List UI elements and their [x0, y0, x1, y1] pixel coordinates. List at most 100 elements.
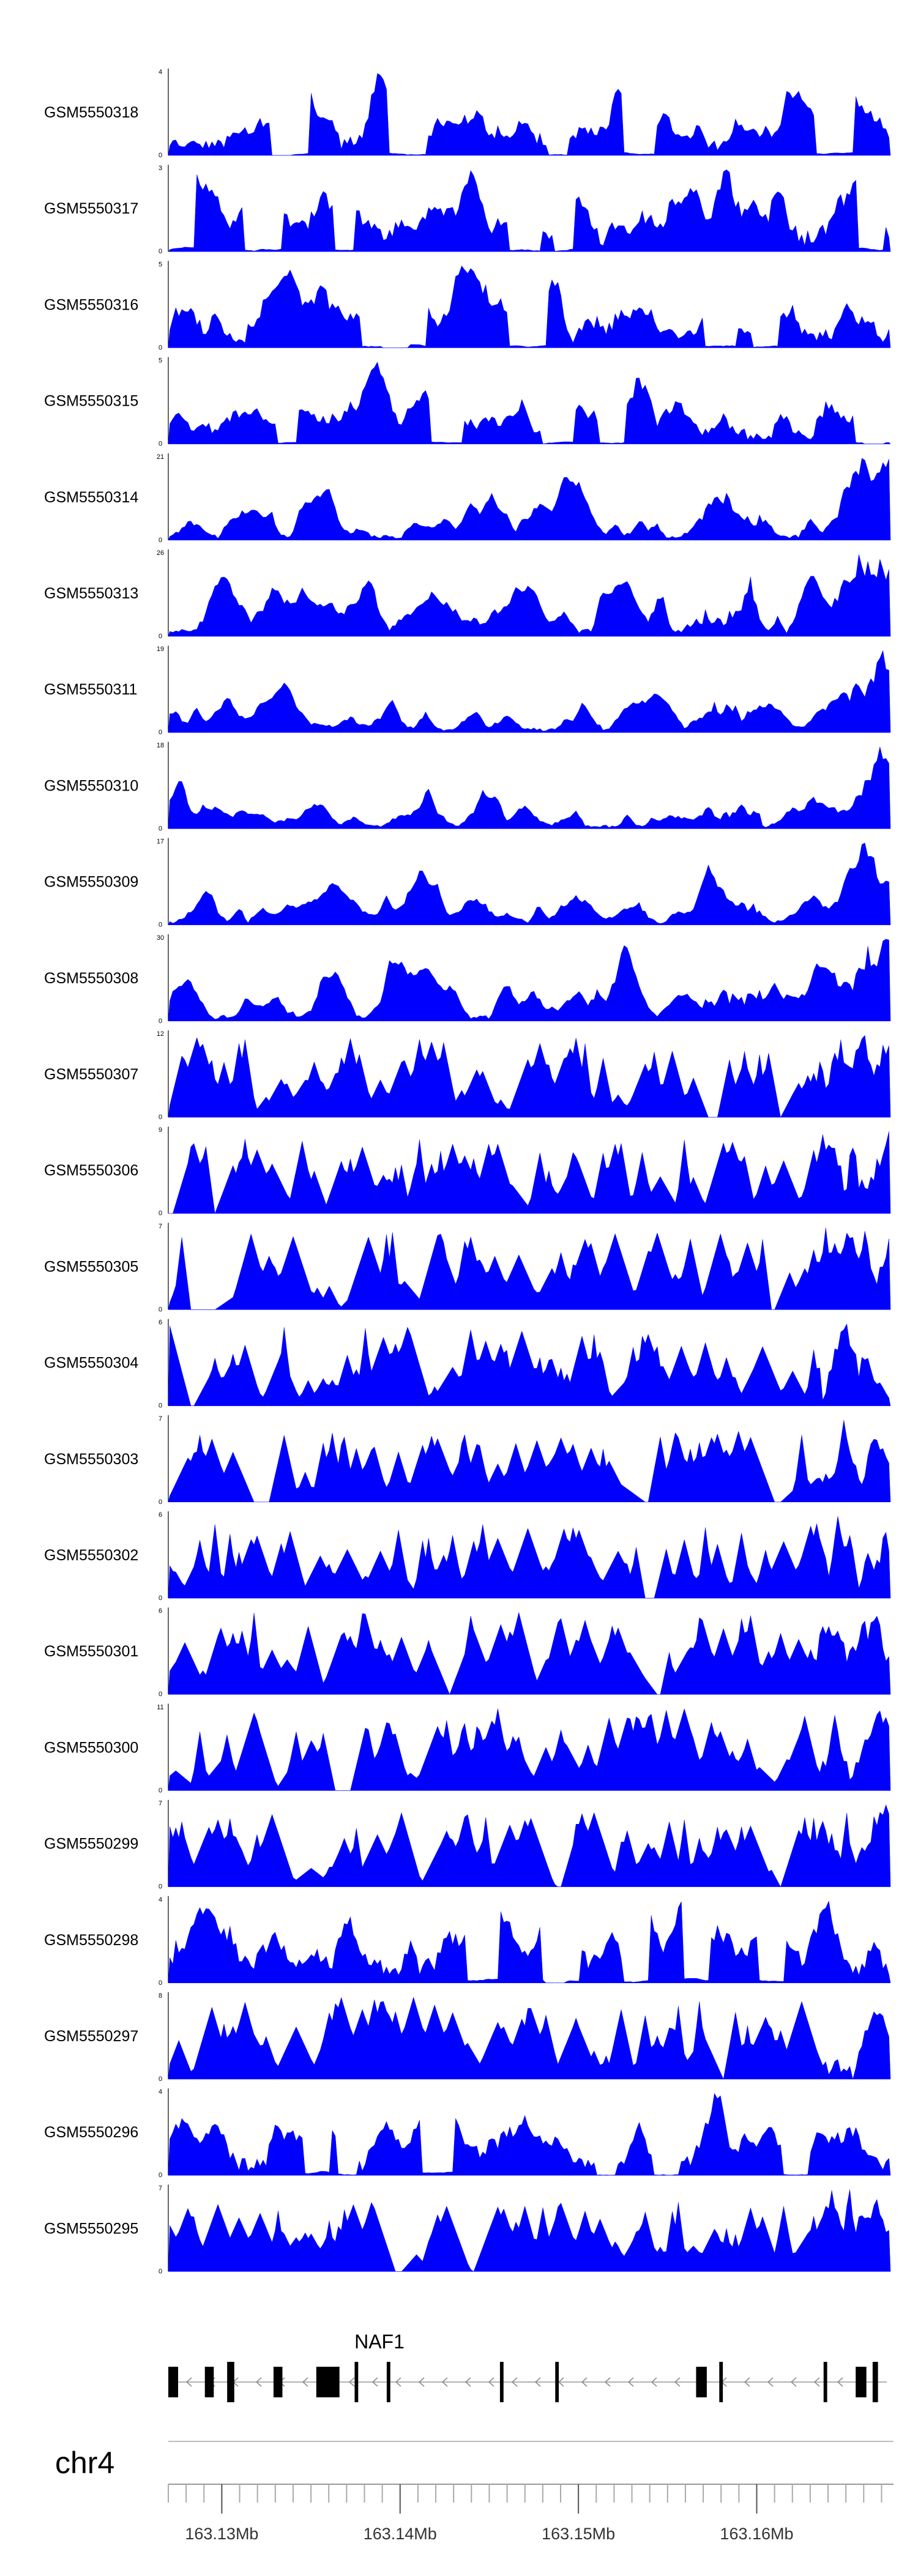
y-zero-tick-label: 0 [159, 441, 162, 448]
strand-arrow [255, 2377, 262, 2387]
coverage-area-GSM5550295 [168, 2189, 891, 2272]
strand-arrow [441, 2377, 448, 2387]
strand-arrow [604, 2377, 611, 2387]
coverage-area-GSM5550300 [168, 1708, 891, 1791]
track-label: GSM5550314 [44, 489, 138, 506]
y-max-tick-label: 7 [159, 1800, 162, 1807]
y-max-tick-label: 11 [157, 1703, 163, 1711]
y-zero-tick-label: 0 [159, 1979, 162, 1987]
coverage-area-GSM5550313 [168, 554, 891, 637]
track-label: GSM5550305 [44, 1258, 138, 1275]
exon [386, 2362, 390, 2402]
y-zero-tick-label: 0 [159, 1210, 162, 1217]
y-max-tick-label: 17 [157, 838, 164, 846]
track-label: GSM5550313 [44, 585, 138, 602]
strand-arrow [348, 2377, 355, 2387]
strand-arrow [790, 2377, 797, 2387]
y-max-tick-label: 4 [159, 2088, 162, 2096]
y-max-tick-label: 7 [159, 1223, 162, 1230]
coverage-area-GSM5550311 [168, 650, 891, 733]
coverage-area-GSM5550297 [168, 1997, 891, 2080]
coverage-area-GSM5550296 [168, 2093, 891, 2176]
track-label: GSM5550306 [44, 1162, 138, 1179]
coverage-area-GSM5550305 [168, 1227, 891, 1310]
y-max-tick-label: 5 [159, 261, 162, 268]
y-max-tick-label: 30 [157, 934, 164, 942]
track-label: GSM5550297 [44, 2028, 138, 2045]
exon [872, 2362, 878, 2402]
coverage-area-GSM5550307 [168, 1035, 891, 1118]
track-label: GSM5550298 [44, 1932, 138, 1949]
y-max-tick-label: 7 [159, 2184, 162, 2192]
track-label: GSM5550301 [44, 1643, 138, 1660]
y-zero-tick-label: 0 [159, 1787, 162, 1794]
y-max-tick-label: 7 [159, 1415, 162, 1423]
y-max-tick-label: 3 [159, 165, 162, 172]
coverage-area-GSM5550303 [168, 1420, 891, 1503]
y-max-tick-label: 6 [159, 1511, 162, 1519]
exon [204, 2367, 214, 2397]
y-zero-tick-label: 0 [159, 248, 162, 255]
y-zero-tick-label: 0 [159, 152, 162, 159]
track-label: GSM5550315 [44, 393, 138, 410]
y-max-tick-label: 4 [159, 1896, 162, 1904]
exon [499, 2362, 504, 2402]
y-max-tick-label: 4 [159, 69, 162, 76]
strand-arrow [627, 2377, 634, 2387]
genome-tick-label: 163.16Mb [720, 2525, 793, 2543]
coverage-area-GSM5550299 [168, 1804, 891, 1888]
coverage-area-GSM5550302 [168, 1516, 891, 1599]
strand-arrow [813, 2377, 820, 2387]
coverage-area-GSM5550316 [168, 265, 891, 348]
track-label: GSM5550303 [44, 1451, 138, 1468]
track-label: GSM5550304 [44, 1355, 138, 1372]
strand-arrow [488, 2377, 494, 2387]
y-max-tick-label: 18 [157, 742, 164, 749]
y-zero-tick-label: 0 [159, 2075, 162, 2083]
y-zero-tick-label: 0 [159, 1018, 162, 1025]
track-label: GSM5550302 [44, 1547, 138, 1564]
coverage-area-GSM5550298 [168, 1900, 891, 1984]
coverage-area-GSM5550317 [168, 169, 891, 252]
exon [316, 2367, 340, 2397]
coverage-area-GSM5550314 [168, 458, 891, 541]
strand-arrow [651, 2377, 657, 2387]
y-zero-tick-label: 0 [159, 825, 162, 832]
y-zero-tick-label: 0 [159, 2268, 162, 2275]
coverage-area-GSM5550315 [168, 362, 891, 444]
strand-arrow [767, 2377, 774, 2387]
exon [168, 2367, 179, 2397]
y-zero-tick-label: 0 [159, 537, 162, 544]
coverage-area-GSM5550306 [168, 1131, 891, 1214]
y-max-tick-label: 8 [159, 1992, 162, 2000]
exon [273, 2367, 283, 2397]
y-max-tick-label: 26 [157, 549, 164, 557]
exon [555, 2362, 559, 2402]
y-zero-tick-label: 0 [159, 921, 162, 929]
coverage-area-GSM5550310 [168, 746, 891, 829]
y-zero-tick-label: 0 [159, 729, 162, 736]
track-label: GSM5550307 [44, 1066, 138, 1083]
strand-arrow [185, 2377, 192, 2387]
y-zero-tick-label: 0 [159, 1402, 162, 1410]
y-zero-tick-label: 0 [159, 344, 162, 351]
track-label: GSM5550299 [44, 1836, 138, 1853]
y-zero-tick-label: 0 [159, 1883, 162, 1891]
strand-arrow [534, 2377, 541, 2387]
track-label: GSM5550311 [44, 681, 137, 698]
track-label: GSM5550300 [44, 1739, 138, 1756]
track-label: GSM5550316 [44, 296, 138, 313]
y-zero-tick-label: 0 [159, 1114, 162, 1121]
track-label: GSM5550295 [44, 2220, 138, 2237]
y-max-tick-label: 19 [157, 646, 164, 653]
y-max-tick-label: 5 [159, 357, 162, 365]
track-label: GSM5550317 [44, 200, 138, 217]
strand-arrow [511, 2377, 518, 2387]
y-max-tick-label: 21 [157, 453, 164, 461]
genome-tick-label: 163.14Mb [364, 2525, 437, 2543]
strand-arrow [418, 2377, 425, 2387]
y-zero-tick-label: 0 [159, 2172, 162, 2179]
exon [856, 2367, 867, 2397]
